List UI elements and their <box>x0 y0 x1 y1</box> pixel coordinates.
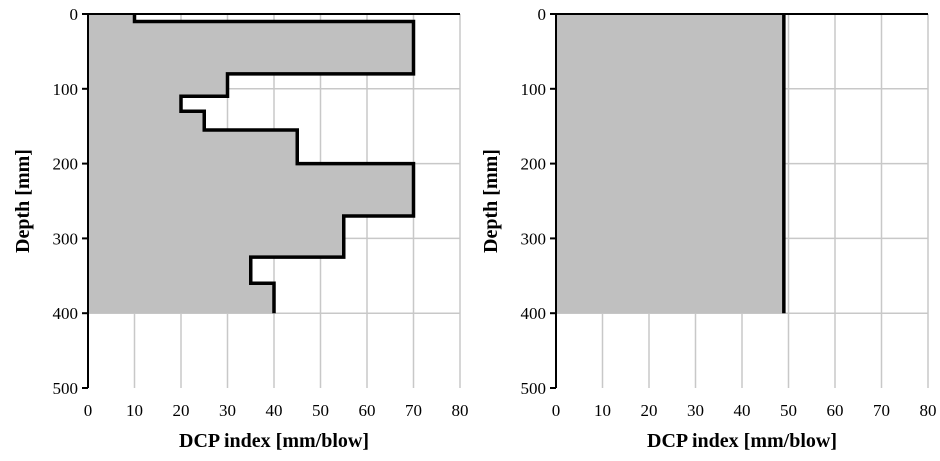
chart-panel-left: 0 100 200 300 400 500 0 10 20 30 40 50 60 70 80 DCP ind… <box>12 5 469 452</box>
y-tick-label: 500 <box>53 379 79 398</box>
y-tick-label: 500 <box>521 379 547 398</box>
x-tick-label: 50 <box>780 401 797 420</box>
profile-fill-area <box>88 14 414 314</box>
x-tick-label: 30 <box>219 401 236 420</box>
x-tick-label: 80 <box>452 401 469 420</box>
x-tick-label: 80 <box>920 401 937 420</box>
x-tick-label: 70 <box>405 401 422 420</box>
dcp-profile-line <box>132 14 416 314</box>
y-tick-label: 0 <box>538 5 547 24</box>
x-tick-label: 40 <box>266 401 283 420</box>
y-tick-label: 100 <box>521 80 547 99</box>
x-tick-label: 20 <box>173 401 190 420</box>
x-axis-title: DCP index [mm/blow] <box>647 430 837 452</box>
y-tick-label: 300 <box>521 229 547 248</box>
x-tick-label: 60 <box>827 401 844 420</box>
y-tick-label: 100 <box>53 80 79 99</box>
x-tick-label: 20 <box>641 401 658 420</box>
x-tick-label: 0 <box>84 401 93 420</box>
chart-panel-right: 0 100 200 300 400 500 0 10 20 30 40 50 60 70 80 DCP ind… <box>480 5 937 452</box>
y-tick-label: 300 <box>53 229 79 248</box>
x-tick-label: 70 <box>873 401 890 420</box>
x-tick-label: 0 <box>552 401 561 420</box>
x-tick-label: 10 <box>594 401 611 420</box>
x-tick-label: 40 <box>734 401 751 420</box>
x-tick-label: 30 <box>687 401 704 420</box>
y-axis-title: Depth [mm] <box>12 149 34 253</box>
y-axis-title: Depth [mm] <box>480 149 502 253</box>
x-tick-label: 60 <box>359 401 376 420</box>
y-tick-label: 0 <box>70 5 79 24</box>
y-tick-label: 200 <box>53 155 79 174</box>
x-axis-title: DCP index [mm/blow] <box>179 430 369 452</box>
y-tick-label: 400 <box>53 304 79 323</box>
x-tick-label: 50 <box>312 401 329 420</box>
profile-fill-area <box>556 14 784 314</box>
x-tick-label: 10 <box>126 401 143 420</box>
y-tick-label: 400 <box>521 304 547 323</box>
y-tick-label: 200 <box>521 155 547 174</box>
